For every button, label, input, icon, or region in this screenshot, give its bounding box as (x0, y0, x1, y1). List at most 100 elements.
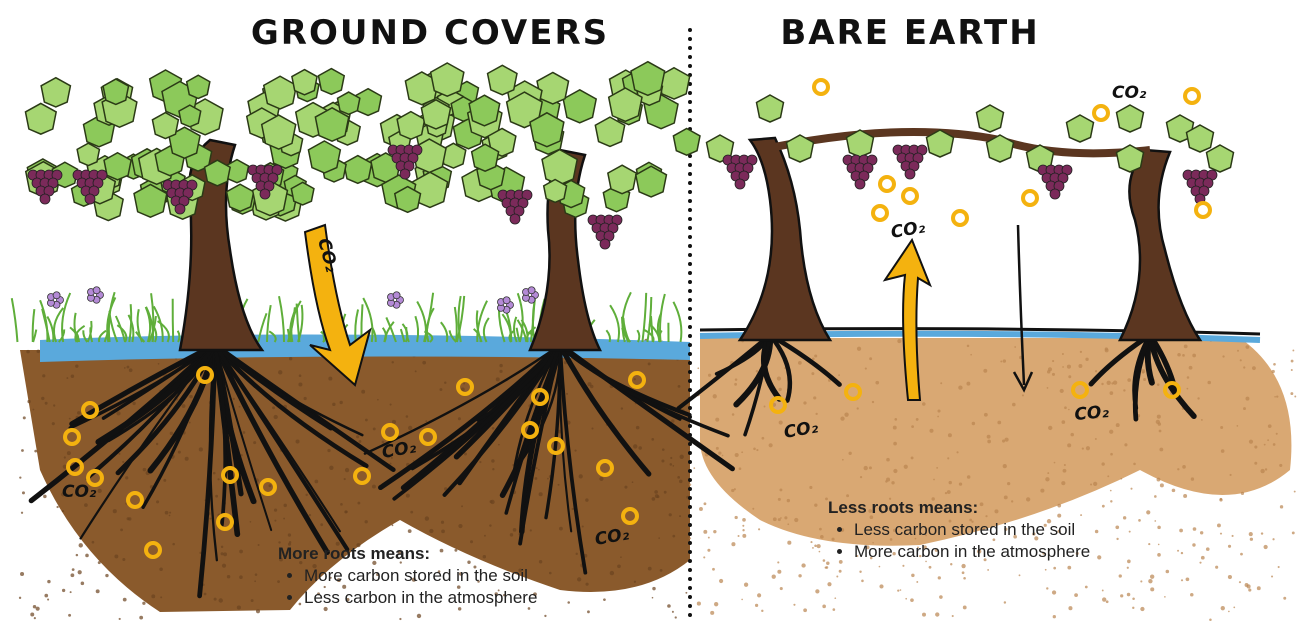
soil-speck (678, 385, 681, 388)
soil-speck (827, 582, 831, 586)
soil-speck (499, 370, 502, 373)
soil-speck (536, 467, 538, 469)
soil-speck (1290, 392, 1293, 395)
soil-speck (491, 459, 494, 462)
divider-dot (688, 316, 692, 320)
soil-speck (169, 515, 171, 517)
soil-speck (274, 415, 278, 419)
soil-speck (715, 418, 719, 422)
soil-speck (1123, 389, 1125, 391)
soil-speck (1068, 606, 1072, 610)
soil-speck (165, 511, 169, 515)
soil-speck (778, 388, 781, 391)
soil-speck (1189, 366, 1193, 370)
soil-speck (408, 426, 412, 430)
grape (400, 169, 410, 179)
soil-speck (742, 534, 746, 538)
soil-speck (1132, 598, 1135, 601)
soil-speck (185, 457, 189, 461)
divider-dot (688, 262, 692, 266)
soil-speck (23, 416, 26, 419)
soil-speck (422, 361, 426, 365)
soil-speck (1082, 447, 1084, 449)
soil-speck (741, 451, 743, 453)
soil-speck (163, 479, 166, 482)
soil-speck (1054, 462, 1056, 464)
soil-speck (693, 467, 695, 469)
soil-speck (632, 481, 634, 483)
divider-dot (688, 487, 692, 491)
soil-speck (221, 546, 223, 548)
soil-speck (222, 564, 226, 568)
soil-speck (939, 595, 943, 599)
soil-speck (33, 605, 36, 608)
soil-speck (1233, 606, 1235, 608)
soil-speck (510, 533, 513, 536)
soil-speck (1207, 381, 1211, 385)
soil-speck (1067, 566, 1071, 570)
soil-speck (735, 453, 739, 457)
soil-speck (340, 503, 343, 506)
soil-speck (922, 402, 926, 406)
leaf (563, 90, 596, 123)
soil-speck (703, 530, 707, 534)
soil-speck (53, 404, 55, 406)
soil-speck (458, 524, 462, 528)
soil-speck (689, 537, 691, 539)
soil-speck (1283, 597, 1286, 600)
soil-speck (910, 598, 914, 602)
soil-speck (905, 598, 907, 600)
soil-speck (444, 382, 446, 384)
soil-speck (227, 575, 230, 578)
soil-speck (1276, 433, 1278, 435)
soil-speck (1138, 519, 1141, 522)
soil-speck (538, 469, 540, 471)
soil-speck (722, 455, 724, 457)
soil-speck (734, 383, 737, 386)
soil-speck (778, 518, 781, 521)
soil-speck (425, 420, 427, 422)
soil-speck (958, 385, 962, 389)
soil-speck (697, 602, 701, 606)
flower (93, 287, 100, 294)
soil-speck (1019, 574, 1021, 576)
divider-dot (688, 406, 692, 410)
soil-speck (223, 552, 227, 556)
soil-speck (1182, 354, 1185, 357)
soil-speck (1107, 381, 1111, 385)
divider-dot (688, 514, 692, 518)
soil-speck (392, 420, 396, 424)
soil-speck (1228, 575, 1232, 579)
soil-speck (735, 516, 738, 519)
soil-speck (1123, 516, 1126, 519)
soil-speck (283, 518, 285, 520)
soil-speck (1111, 382, 1113, 384)
soil-speck (498, 444, 500, 446)
leaf (318, 69, 344, 95)
soil-speck (278, 370, 282, 374)
soil-speck (358, 440, 361, 443)
soil-speck (603, 598, 606, 601)
soil-speck (732, 413, 735, 416)
soil-speck (1012, 403, 1016, 407)
soil-speck (406, 415, 409, 418)
soil-speck (1177, 550, 1179, 552)
soil-speck (987, 435, 991, 439)
divider-dot (688, 55, 692, 59)
soil-speck (47, 598, 49, 600)
soil-speck (897, 339, 901, 343)
soil-speck (425, 516, 429, 520)
soil-speck (20, 572, 24, 576)
soil-speck (1127, 567, 1129, 569)
grape (735, 179, 745, 189)
soil-speck (1052, 590, 1056, 594)
soil-speck (685, 592, 687, 594)
soil-speck (579, 474, 583, 478)
soil-speck (794, 518, 798, 522)
soil-speck (1074, 593, 1078, 597)
leaf (308, 141, 340, 173)
soil-speck (967, 345, 970, 348)
left-title: GROUND COVERS (251, 13, 609, 53)
soil-speck (916, 418, 919, 421)
soil-speck (894, 418, 897, 421)
